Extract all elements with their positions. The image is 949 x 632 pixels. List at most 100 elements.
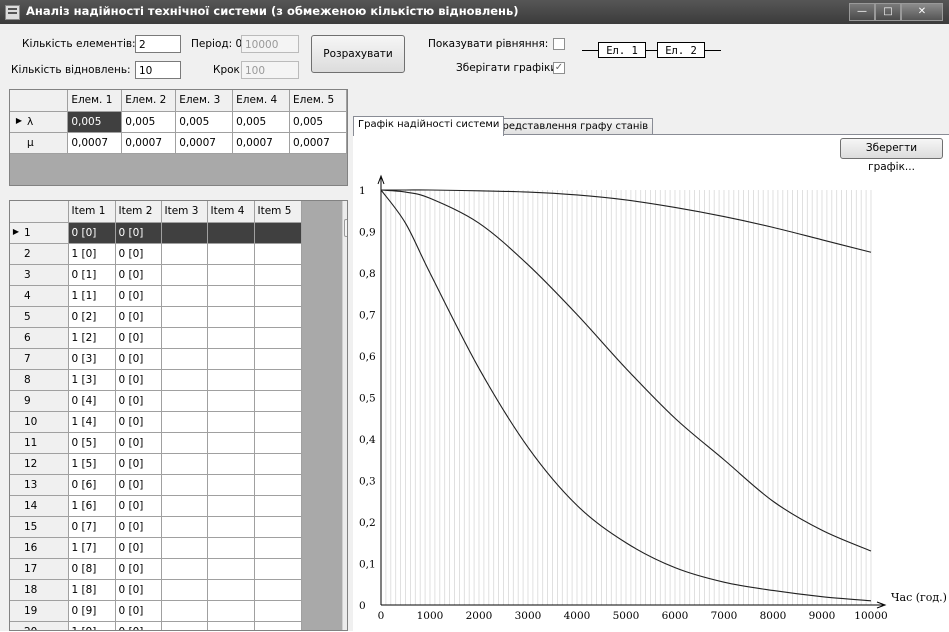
table-cell[interactable] [254, 348, 302, 370]
scroll-thumb[interactable] [344, 219, 347, 237]
row-header[interactable]: 13 [10, 474, 69, 496]
table-row[interactable]: 8 1 [3] 0 [0] [10, 369, 302, 391]
table-cell[interactable]: 0 [0] [115, 390, 162, 412]
table-cell[interactable] [161, 327, 208, 349]
table-cell[interactable] [254, 390, 302, 412]
table-cell[interactable] [207, 600, 255, 622]
table-cell[interactable] [161, 390, 208, 412]
table-cell[interactable] [254, 432, 302, 454]
table-cell[interactable] [207, 390, 255, 412]
table-cell[interactable] [254, 327, 302, 349]
table-cell[interactable] [254, 621, 302, 630]
row-header[interactable]: 14 [10, 495, 69, 517]
table-cell[interactable]: 1 [0] [68, 243, 116, 265]
table-cell[interactable]: 0 [4] [68, 390, 116, 412]
save-chart-button[interactable]: Зберегти графік... [840, 138, 943, 173]
column-header[interactable]: Елем. 3 [175, 90, 234, 112]
column-header[interactable]: Item 1 [68, 201, 116, 223]
row-header[interactable]: 3 [10, 264, 69, 286]
table-cell[interactable] [254, 243, 302, 265]
table-cell[interactable] [207, 369, 255, 391]
table-cell[interactable]: 1 [4] [68, 411, 116, 433]
row-header[interactable]: 16 [10, 537, 69, 559]
table-cell[interactable] [207, 411, 255, 433]
table-cell[interactable]: 0 [6] [68, 474, 116, 496]
table-cell[interactable]: 0 [0] [115, 474, 162, 496]
table-cell[interactable]: 0 [9] [68, 600, 116, 622]
row-header[interactable]: 8 [10, 369, 69, 391]
column-header[interactable]: Елем. 2 [121, 90, 177, 112]
table-cell[interactable]: 0,005 [232, 111, 291, 133]
table-cell[interactable] [161, 432, 208, 454]
table-cell[interactable] [161, 306, 208, 328]
maximize-button[interactable]: □ [875, 3, 901, 21]
table-cell[interactable]: 0 [5] [68, 432, 116, 454]
table-row[interactable]: 15 0 [7] 0 [0] [10, 516, 302, 538]
table-row[interactable]: ▶ λ 0,005 0,005 0,005 0,005 0,005 [10, 111, 347, 133]
table-row[interactable]: 12 1 [5] 0 [0] [10, 453, 302, 475]
table-row[interactable]: 3 0 [1] 0 [0] [10, 264, 302, 286]
table-cell[interactable]: 0,0007 [121, 132, 177, 154]
row-header[interactable]: 5 [10, 306, 69, 328]
table-row[interactable]: 4 1 [1] 0 [0] [10, 285, 302, 307]
table-cell[interactable] [254, 411, 302, 433]
table-cell[interactable] [161, 285, 208, 307]
table-cell[interactable]: 0 [7] [68, 516, 116, 538]
table-cell[interactable] [207, 474, 255, 496]
table-cell[interactable] [254, 474, 302, 496]
table-cell[interactable]: 0 [0] [115, 348, 162, 370]
table-cell[interactable] [207, 327, 255, 349]
table-cell[interactable] [254, 264, 302, 286]
table-cell[interactable]: 0 [0] [115, 453, 162, 475]
table-cell[interactable]: 0 [0] [115, 264, 162, 286]
table-cell[interactable] [207, 285, 255, 307]
show-equations-checkbox[interactable] [553, 38, 565, 50]
table-cell[interactable] [161, 243, 208, 265]
table-cell[interactable] [161, 453, 208, 475]
table-cell[interactable] [207, 495, 255, 517]
row-header[interactable]: μ [10, 132, 69, 154]
table-row[interactable]: 2 1 [0] 0 [0] [10, 243, 302, 265]
row-header[interactable]: 18 [10, 579, 69, 601]
table-row[interactable]: 201 [9]0 [0] [10, 621, 302, 630]
table-cell[interactable]: 1 [8] [68, 579, 116, 601]
table-cell[interactable]: 0 [0] [115, 537, 162, 559]
table-row[interactable]: 9 0 [4] 0 [0] [10, 390, 302, 412]
table-cell[interactable] [254, 306, 302, 328]
table-cell[interactable]: 1 [5] [68, 453, 116, 475]
table-cell[interactable]: 1 [9] [68, 621, 116, 630]
table-row[interactable]: ▶ 1 0 [0] 0 [0] [10, 222, 302, 244]
row-header[interactable]: 6 [10, 327, 69, 349]
table-cell[interactable] [254, 600, 302, 622]
table-cell[interactable]: 0,0007 [175, 132, 234, 154]
table-cell[interactable] [161, 537, 208, 559]
table-cell[interactable] [161, 474, 208, 496]
table-cell[interactable] [161, 264, 208, 286]
scroll-up-icon[interactable]: ▲ [343, 203, 347, 217]
tab-reliability-chart[interactable]: Графік надійності системи [353, 116, 505, 136]
table-cell[interactable]: 0 [3] [68, 348, 116, 370]
table-cell[interactable]: 0,005 [121, 111, 177, 133]
table-cell[interactable] [254, 369, 302, 391]
column-header[interactable]: Item 5 [254, 201, 302, 223]
table-row[interactable]: 10 1 [4] 0 [0] [10, 411, 302, 433]
table-cell[interactable] [161, 579, 208, 601]
table-cell[interactable]: 0 [0] [115, 327, 162, 349]
calculate-button[interactable]: Розрахувати [311, 35, 405, 73]
table-row[interactable]: 18 1 [8] 0 [0] [10, 579, 302, 601]
row-header[interactable]: 10 [10, 411, 69, 433]
table-cell[interactable]: 0,0007 [67, 132, 123, 154]
row-header[interactable]: 15 [10, 516, 69, 538]
table-cell[interactable]: 0 [0] [115, 516, 162, 538]
row-header[interactable]: 9 [10, 390, 69, 412]
table-row[interactable]: 19 0 [9] 0 [0] [10, 600, 302, 622]
row-header[interactable]: 17 [10, 558, 69, 580]
table-cell[interactable] [207, 558, 255, 580]
table-row[interactable]: 13 0 [6] 0 [0] [10, 474, 302, 496]
states-scrollbar[interactable]: ▲ ▼ [342, 201, 347, 630]
table-row[interactable]: 5 0 [2] 0 [0] [10, 306, 302, 328]
table-row[interactable]: 11 0 [5] 0 [0] [10, 432, 302, 454]
table-cell[interactable] [254, 558, 302, 580]
table-cell[interactable] [254, 516, 302, 538]
table-cell[interactable] [161, 348, 208, 370]
